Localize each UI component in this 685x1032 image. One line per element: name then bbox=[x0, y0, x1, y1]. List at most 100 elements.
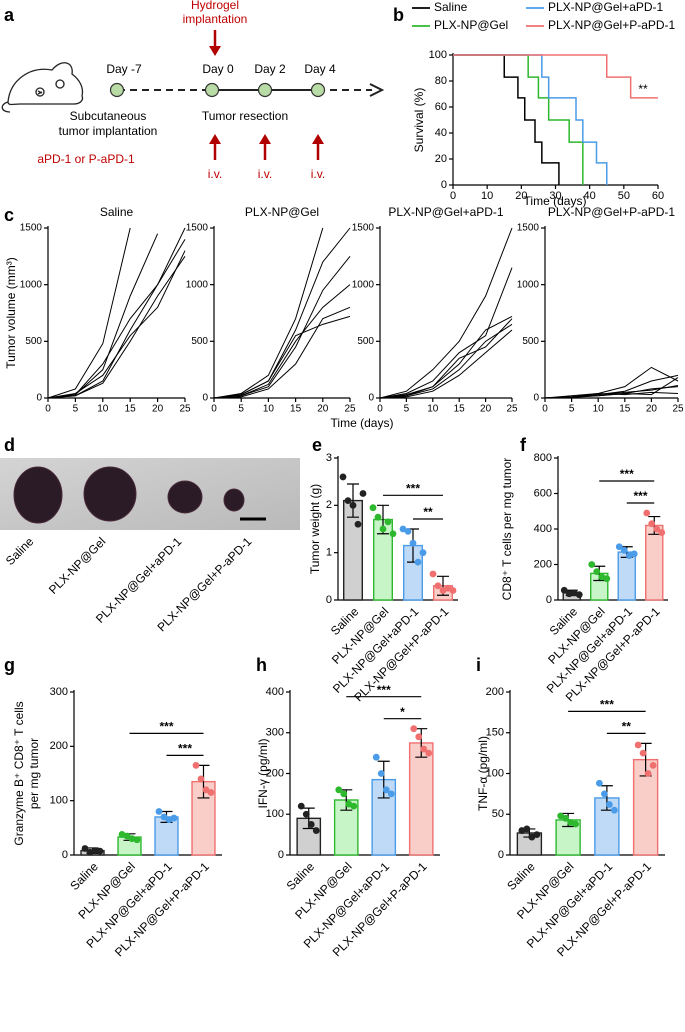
y-tick-label: 2 bbox=[326, 499, 332, 511]
resection-label: Tumor resection bbox=[202, 109, 288, 123]
y-tick-label: 1000 bbox=[517, 279, 540, 290]
x-tick-label: 10 bbox=[97, 404, 109, 415]
x-tick-label: 20 bbox=[317, 404, 329, 415]
x-tick-label: 25 bbox=[344, 404, 356, 415]
data-point bbox=[354, 520, 362, 528]
survival-curve bbox=[453, 54, 560, 185]
bar bbox=[617, 551, 636, 601]
x-tick-label: 25 bbox=[672, 404, 684, 415]
growth-curve bbox=[379, 227, 513, 399]
iv-label: i.v. bbox=[258, 167, 272, 181]
y-tick-label: 500 bbox=[522, 336, 539, 347]
data-point bbox=[658, 529, 666, 536]
survival-curve bbox=[453, 54, 658, 99]
data-point bbox=[615, 543, 623, 551]
y-tick-label: 0 bbox=[62, 849, 68, 861]
data-point bbox=[96, 847, 104, 855]
day-label: Day -7 bbox=[106, 62, 142, 76]
bar bbox=[408, 742, 434, 856]
data-point bbox=[335, 786, 343, 794]
day-label: Day 0 bbox=[202, 62, 234, 76]
data-point bbox=[634, 741, 642, 749]
y-tick-label: 0 bbox=[326, 594, 332, 606]
significance-label: *** bbox=[178, 742, 192, 756]
growth-curve bbox=[47, 227, 131, 399]
data-point bbox=[382, 786, 390, 794]
data-point bbox=[409, 539, 417, 547]
significance-label: * bbox=[400, 705, 405, 719]
y-tick-label: 1 bbox=[326, 547, 332, 559]
survival-curve bbox=[453, 54, 584, 185]
y-tick-label: 80 bbox=[435, 75, 447, 87]
panel-label: i bbox=[476, 655, 481, 675]
growth-curve bbox=[544, 366, 679, 399]
significance-label: *** bbox=[406, 482, 420, 496]
arrows bbox=[209, 30, 324, 160]
data-point bbox=[389, 530, 397, 538]
data-point bbox=[605, 801, 613, 808]
day-label: Day 4 bbox=[304, 62, 336, 76]
x-tick-label: 10 bbox=[427, 404, 439, 415]
data-point bbox=[307, 821, 315, 828]
timeline bbox=[118, 83, 385, 97]
hydrogel-label: implantation bbox=[183, 12, 248, 26]
growth-curve bbox=[544, 377, 679, 399]
y-tick-label: 1000 bbox=[352, 279, 375, 290]
x-tick-label: 15 bbox=[454, 404, 466, 415]
y-tick-label: 200 bbox=[534, 558, 552, 570]
error-bar bbox=[415, 728, 428, 758]
x-tick-label: 15 bbox=[125, 404, 137, 415]
data-point bbox=[91, 847, 99, 855]
data-point bbox=[429, 570, 437, 578]
growth-curve bbox=[379, 329, 513, 399]
data-point bbox=[533, 831, 541, 839]
data-point bbox=[415, 733, 423, 741]
y-tick-label: 0 bbox=[498, 849, 504, 861]
day-label: Day 2 bbox=[254, 62, 286, 76]
x-tick-label: 0 bbox=[450, 190, 456, 202]
panel-label: b bbox=[393, 5, 404, 25]
data-point bbox=[372, 753, 380, 761]
data-point bbox=[349, 501, 357, 509]
y-tick-label: 1000 bbox=[186, 279, 209, 290]
implantation-label: tumor implantation bbox=[59, 124, 158, 138]
data-point bbox=[414, 558, 422, 566]
x-tick-label: 10 bbox=[263, 404, 275, 415]
y-tick-label: 100 bbox=[486, 767, 504, 779]
implantation-label: Subcutaneous bbox=[70, 109, 147, 123]
y-tick-label: 400 bbox=[266, 686, 284, 698]
panel-label: h bbox=[256, 655, 267, 675]
x-tick-label: 10 bbox=[593, 404, 605, 415]
x-tick-label: 20 bbox=[152, 404, 164, 415]
x-tick-label: 20 bbox=[480, 404, 492, 415]
tumors bbox=[13, 466, 245, 524]
y-tick-label: 1500 bbox=[186, 223, 209, 234]
data-point bbox=[81, 845, 89, 852]
legend-label: PLX-NP@Gel+P-aPD-1 bbox=[548, 18, 676, 32]
data-point bbox=[302, 810, 310, 818]
panel-label: e bbox=[312, 435, 322, 455]
x-tick-label: 20 bbox=[646, 404, 658, 415]
y-tick-label: 500 bbox=[191, 336, 208, 347]
chart-title: PLX-NP@Gel bbox=[245, 205, 319, 219]
y-axis-label: TNF-α (pg/ml) bbox=[476, 736, 490, 811]
x-tick-label: 0 bbox=[542, 404, 548, 415]
legend-label: PLX-NP@Gel+aPD-1 bbox=[548, 0, 664, 14]
x-tick-label: 0 bbox=[377, 404, 383, 415]
growth-curve bbox=[379, 323, 513, 399]
data-point bbox=[419, 549, 427, 557]
x-tick-label: 30 bbox=[549, 190, 561, 202]
data-point bbox=[575, 591, 583, 599]
x-tick-label: 10 bbox=[481, 190, 493, 202]
significance-label: *** bbox=[377, 683, 391, 697]
data-point bbox=[207, 789, 215, 796]
data-point bbox=[610, 806, 618, 814]
x-tick-label: 15 bbox=[290, 404, 302, 415]
data-point bbox=[434, 582, 442, 590]
iv-label: i.v. bbox=[208, 167, 222, 181]
x-tick-label: Saline bbox=[504, 859, 538, 893]
data-point bbox=[197, 775, 205, 783]
survival-curve bbox=[453, 54, 608, 185]
x-tick-label: 25 bbox=[506, 404, 518, 415]
x-tick-label: 40 bbox=[584, 190, 596, 202]
